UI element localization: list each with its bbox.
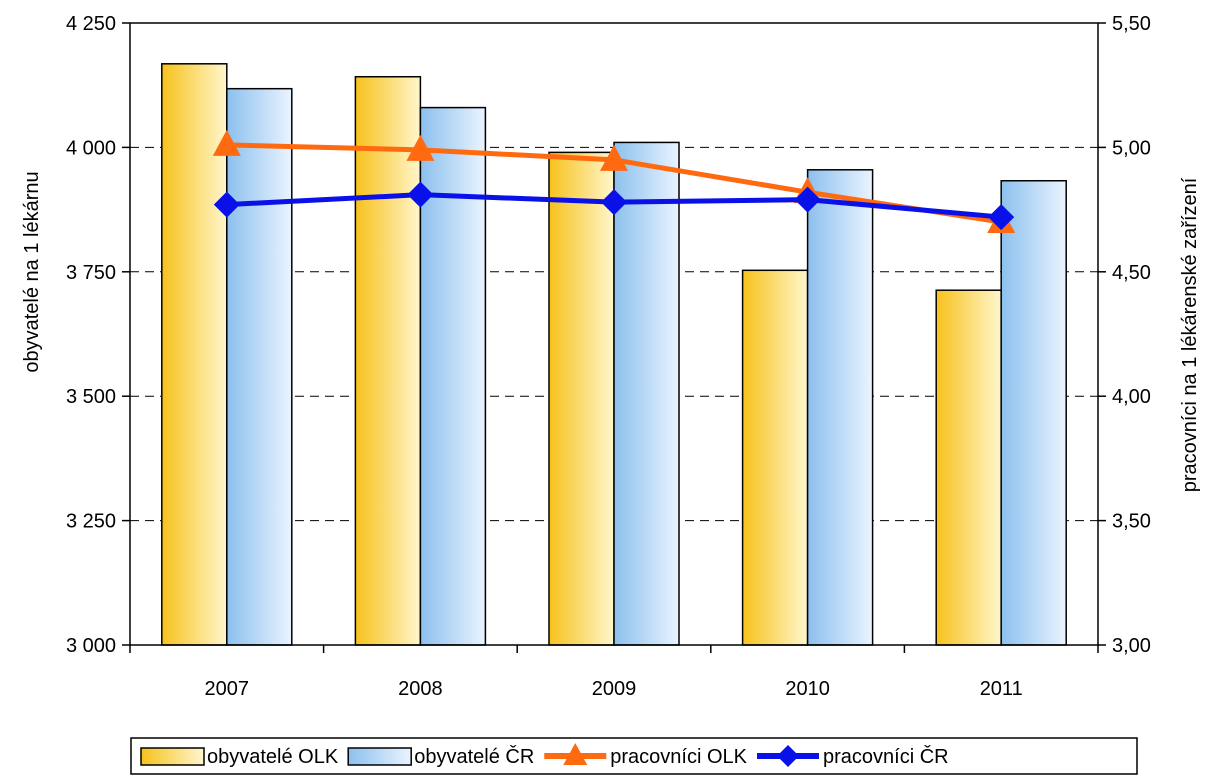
bar <box>226 87 293 646</box>
legend-swatch <box>140 747 205 766</box>
bar <box>613 141 680 646</box>
right-tick-label: 5,00 <box>1112 137 1151 159</box>
right-tick-label: 5,50 <box>1112 13 1151 35</box>
x-tick-label: 2007 <box>205 678 250 700</box>
bar <box>806 169 874 646</box>
bar <box>354 75 422 646</box>
bar <box>548 151 615 646</box>
diamond-marker <box>407 181 434 208</box>
legend-label: obyvatelé ČR <box>414 745 534 768</box>
right-tick-label: 3,50 <box>1112 511 1151 533</box>
left-tick-label: 3 250 <box>66 511 116 533</box>
right-tick-label: 4,50 <box>1112 262 1151 284</box>
triangle-marker <box>406 134 435 161</box>
triangle-marker <box>600 144 628 171</box>
legend-label: obyvatelé OLK <box>207 746 339 768</box>
legend-label: pracovníci ČR <box>823 745 949 768</box>
legend-triangle-marker <box>563 743 588 765</box>
left-tick-label: 3 000 <box>66 635 116 657</box>
axes: 3 000 3 250 3 500 3 750 4 000 4 250 3,00 3,50 4,… <box>66 13 1151 700</box>
left-tick-label: 4 250 <box>66 13 116 35</box>
diamond-marker <box>988 204 1015 231</box>
diamond-marker <box>794 186 821 213</box>
x-tick-label: 2010 <box>785 678 830 700</box>
legend-diamond-marker <box>777 745 799 767</box>
plot-frame <box>129 22 1099 646</box>
right-tick-label: 3,00 <box>1112 635 1151 657</box>
left-axis-title: obyvatelé na 1 lékárnu <box>21 171 43 372</box>
triangle-marker <box>212 129 241 156</box>
right-axis-title: pracovníci na 1 lékárenské zařízení <box>1179 177 1201 492</box>
left-tick-label: 3 750 <box>66 262 116 284</box>
left-tick-label: 4 000 <box>66 137 116 159</box>
bar <box>935 289 1002 646</box>
legend-frame <box>130 737 1138 775</box>
x-tick-label: 2008 <box>398 678 443 700</box>
diamond-marker <box>213 191 240 218</box>
x-tick-label: 2009 <box>592 678 637 700</box>
bar <box>1000 179 1067 646</box>
left-tick-label: 3 500 <box>66 386 116 408</box>
line-layer <box>212 129 1016 234</box>
x-tick-label: 2011 <box>980 678 1023 700</box>
legend-label: pracovníci OLK <box>610 746 747 768</box>
right-tick-label: 4,00 <box>1112 386 1151 408</box>
legend: obyvatelé OLK obyvatelé ČR pracovníci OLK p… <box>130 737 1138 775</box>
bar <box>741 269 809 646</box>
bar <box>419 106 487 646</box>
legend-swatch <box>347 747 412 766</box>
diamond-marker <box>601 189 627 216</box>
